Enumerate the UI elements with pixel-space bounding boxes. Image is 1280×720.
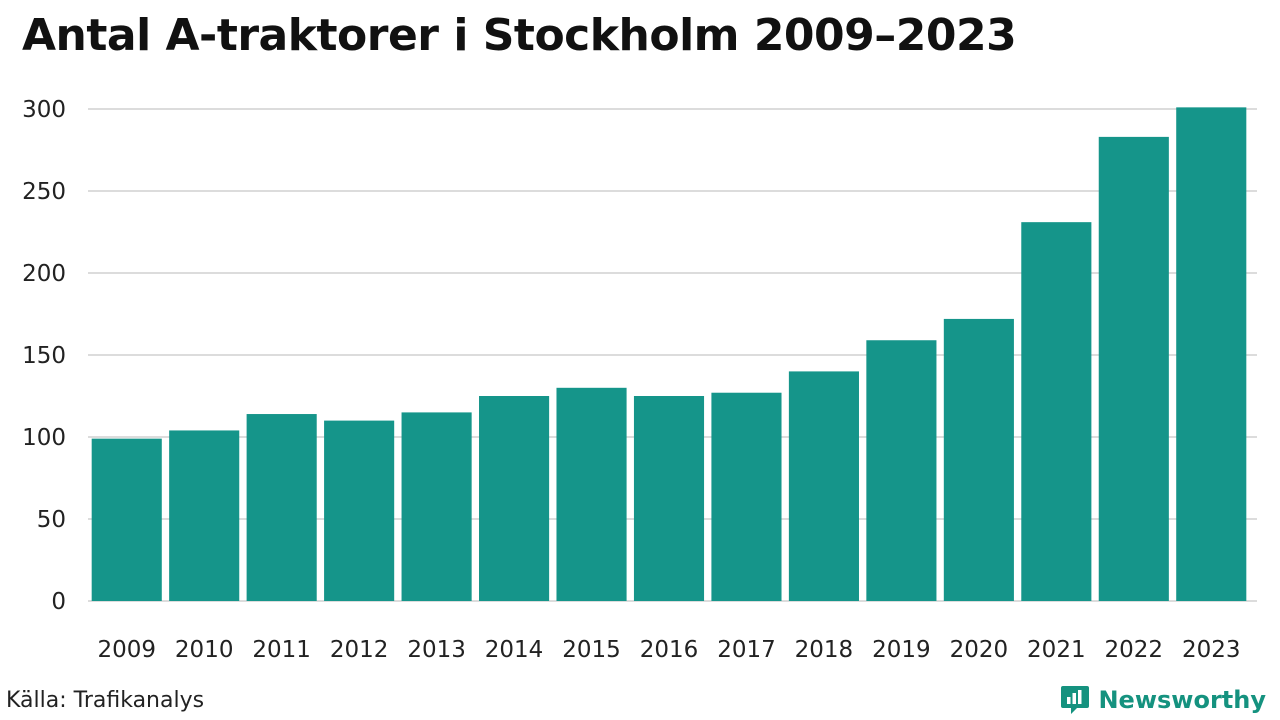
x-axis-tick-labels: 2009 2010 2011 2012 2013 2014 2015 2016 2017 2018…: [97, 637, 1240, 663]
x-tick-label: 2010: [175, 637, 234, 663]
y-tick-label: 50: [37, 507, 66, 533]
bar-2009: [91, 438, 162, 601]
y-tick-label: 150: [22, 343, 66, 369]
bars: [91, 107, 1247, 602]
bar-2022: [1098, 136, 1169, 601]
bar-2020: [943, 318, 1014, 601]
bar-2016: [633, 396, 705, 601]
x-tick-label: 2012: [330, 637, 389, 663]
x-tick-label: 2011: [252, 637, 311, 663]
newsworthy-logo-icon: [1061, 686, 1090, 714]
x-tick-label: 2013: [407, 637, 466, 663]
bar-2021: [1021, 222, 1092, 601]
bar-2011: [246, 414, 317, 601]
brand-logo[interactable]: Newsworthy: [1060, 684, 1266, 716]
y-tick-label: 200: [22, 261, 66, 287]
x-tick-label: 2022: [1105, 637, 1164, 663]
x-tick-label: 2016: [640, 637, 699, 663]
y-tick-label: 300: [22, 97, 66, 123]
x-tick-label: 2019: [872, 637, 931, 663]
y-axis-tick-labels: 0 50 100 150 200 250 300: [22, 97, 66, 615]
bar-2023: [1176, 107, 1247, 602]
bar-2013: [401, 412, 472, 601]
x-tick-label: 2021: [1027, 637, 1086, 663]
bar-2014: [479, 396, 550, 601]
x-tick-label: 2018: [795, 637, 854, 663]
bar-2010: [169, 430, 240, 601]
y-tick-label: 100: [22, 425, 66, 451]
chart-title: Antal A-traktorer i Stockholm 2009–2023: [22, 10, 1017, 61]
x-tick-label: 2009: [97, 637, 156, 663]
brand-name: Newsworthy: [1098, 686, 1266, 714]
bar-2019: [866, 340, 937, 601]
x-tick-label: 2014: [485, 637, 544, 663]
bar-2017: [711, 392, 782, 601]
x-tick-label: 2020: [950, 637, 1009, 663]
bar-2015: [556, 387, 627, 601]
bar-2012: [324, 420, 395, 601]
y-tick-label: 0: [51, 589, 66, 615]
source-note: Källa: Trafikanalys: [6, 688, 205, 713]
x-tick-label: 2015: [562, 637, 621, 663]
x-tick-label: 2017: [717, 637, 776, 663]
y-tick-label: 250: [22, 179, 66, 205]
bar-2018: [788, 371, 859, 601]
x-tick-label: 2023: [1182, 637, 1241, 663]
